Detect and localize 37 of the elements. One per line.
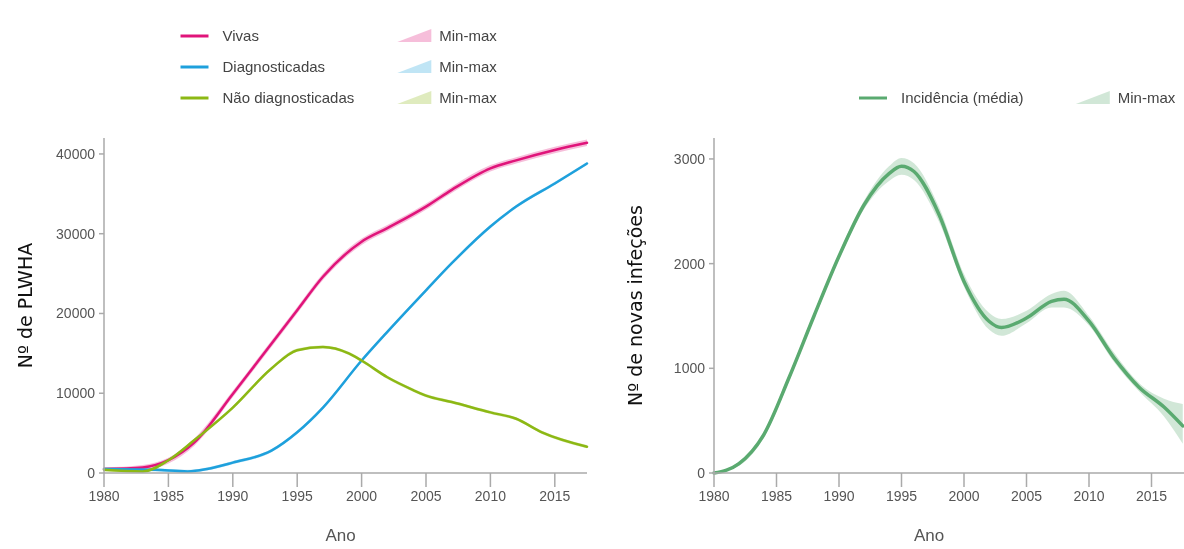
x-tick-label: 2005 (1010, 488, 1043, 504)
x-axis-title: Ano (325, 526, 356, 545)
y-tick-label: 0 (87, 464, 96, 481)
x-tick-label: 2010 (474, 488, 507, 504)
x-axis-title: Ano (913, 526, 945, 545)
y-tick-label: 10000 (56, 385, 96, 402)
y-tick-label: 20000 (56, 305, 96, 322)
text: Min-max (439, 58, 498, 76)
y-tick-label: 30000 (56, 225, 96, 242)
x-tick-label: 1990 (217, 488, 249, 504)
x-tick-label: 2015 (539, 488, 571, 504)
x-tick-label: 1985 (152, 488, 185, 504)
x-tick-label: 1980 (88, 488, 120, 504)
x-tick-label: 2015 (1135, 488, 1168, 504)
legend-label: Diagnosticadas (222, 58, 326, 76)
text: Min-max (439, 27, 498, 45)
y-tick-label: 40000 (56, 145, 96, 162)
x-tick-label: 2000 (346, 488, 378, 504)
x-tick-label: 1985 (760, 488, 793, 504)
text: Min-max (439, 89, 498, 107)
x-tick-label: 2010 (1073, 488, 1105, 504)
y-tick-label: 1000 (673, 360, 706, 377)
legend-label: Vivas (222, 27, 259, 45)
y-axis-title: Nº de novas infeções (624, 205, 646, 406)
y-tick-label: 0 (697, 464, 706, 481)
text: Min-max (1117, 89, 1176, 107)
x-tick-label: 1995 (885, 488, 918, 504)
x-tick-label: 1995 (281, 488, 313, 504)
x-tick-label: 2005 (410, 488, 442, 504)
y-axis-title: Nº de PLWHA (14, 242, 36, 369)
x-tick-label: 2000 (948, 488, 980, 504)
y-tick-label: 3000 (673, 150, 706, 167)
x-tick-label: 1980 (698, 488, 730, 504)
x-tick-label: 1990 (823, 488, 855, 504)
y-tick-label: 2000 (673, 255, 706, 272)
legend-label: Incidência (média) (901, 89, 1024, 107)
legend-label: Não diagnosticadas (222, 89, 355, 107)
